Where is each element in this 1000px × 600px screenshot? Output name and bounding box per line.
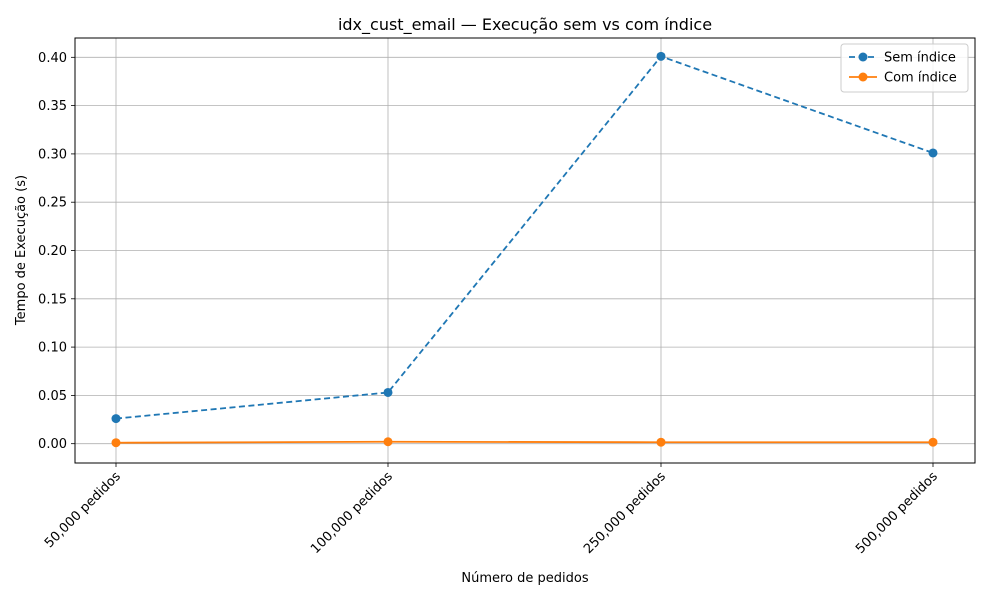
y-tick-label: 0.25 xyxy=(38,196,67,211)
y-tick-label: 0.35 xyxy=(38,99,67,114)
legend: Sem índice Com índice xyxy=(840,43,969,93)
y-tick-label: 0.10 xyxy=(38,341,67,356)
y-tick-label: 0.00 xyxy=(38,437,67,452)
legend-entry: Sem índice xyxy=(884,51,956,66)
series-line-sem-indice xyxy=(115,55,934,420)
data-point-com-indice xyxy=(111,438,121,448)
y-axis-label: Tempo de Execução (s) xyxy=(14,175,29,326)
y-tick-label: 0.20 xyxy=(38,244,67,259)
y-tick-label: 0.40 xyxy=(38,51,67,66)
y-tick-label: 0.30 xyxy=(38,147,67,162)
x-axis-label: Número de pedidos xyxy=(461,571,588,586)
data-point-sem-indice xyxy=(111,414,121,424)
legend-entry: Com índice xyxy=(884,71,957,86)
chart-title: idx_cust_email — Execução sem vs com índ… xyxy=(338,15,712,35)
legend-marker xyxy=(858,72,868,82)
legend-marker xyxy=(858,52,868,62)
data-point-sem-indice xyxy=(928,148,938,158)
y-axis: 0.00 0.05 0.10 0.15 0.20 0.25 0.30 0.35 0.40 xyxy=(38,51,75,452)
y-tick-label: 0.15 xyxy=(38,292,67,307)
data-point-sem-indice xyxy=(656,51,666,61)
y-tick-label: 0.05 xyxy=(38,389,67,404)
data-point-sem-indice xyxy=(383,387,393,397)
data-point-com-indice xyxy=(928,437,938,447)
legend-box xyxy=(840,43,969,93)
data-point-com-indice xyxy=(656,437,666,447)
series-line-com-indice xyxy=(115,440,933,444)
series-group xyxy=(111,51,938,448)
data-point-com-indice xyxy=(383,437,393,447)
